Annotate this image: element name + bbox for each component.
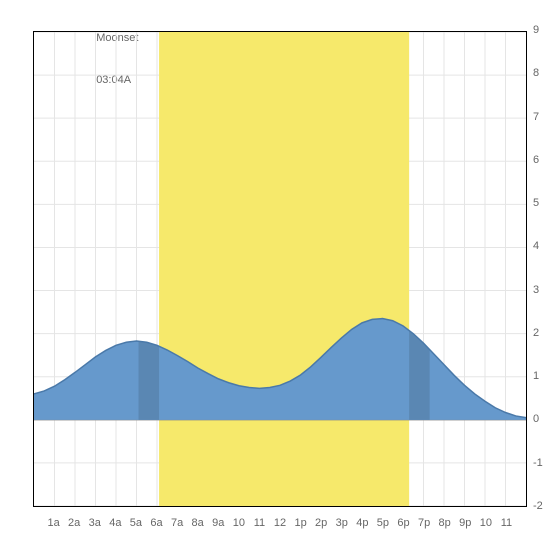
x-tick-label: 10 — [480, 517, 492, 529]
x-tick-label: 4a — [109, 517, 121, 529]
y-tick-label: -1 — [533, 457, 543, 469]
plot-area — [33, 31, 527, 507]
x-tick-label: 2a — [68, 517, 80, 529]
y-tick-label: 6 — [533, 154, 539, 166]
y-tick-label: -2 — [533, 500, 543, 512]
y-tick-label: 2 — [533, 327, 539, 339]
x-tick-label: 2p — [315, 517, 327, 529]
x-tick-label: 9a — [212, 517, 224, 529]
tide-moon-chart: { "chart": { "type": "area", "width_px":… — [0, 0, 550, 550]
chart-svg — [34, 32, 526, 506]
x-tick-label: 8p — [439, 517, 451, 529]
x-tick-label: 11 — [254, 517, 265, 529]
x-tick-label: 3p — [336, 517, 348, 529]
x-tick-label: 7a — [171, 517, 183, 529]
y-tick-label: 1 — [533, 370, 539, 382]
y-tick-label: 9 — [533, 24, 539, 36]
y-tick-label: 0 — [533, 413, 539, 425]
x-tick-label: 5p — [377, 517, 389, 529]
x-tick-label: 1p — [294, 517, 306, 529]
x-tick-label: 9p — [459, 517, 471, 529]
y-tick-label: 5 — [533, 197, 539, 209]
x-tick-label: 10 — [233, 517, 245, 529]
x-tick-label: 1a — [47, 517, 59, 529]
x-tick-label: 5a — [130, 517, 142, 529]
x-tick-label: 4p — [356, 517, 368, 529]
y-tick-label: 4 — [533, 240, 539, 252]
y-tick-label: 8 — [533, 67, 539, 79]
y-tick-label: 7 — [533, 111, 539, 123]
x-tick-label: 6a — [150, 517, 162, 529]
x-tick-label: 6p — [397, 517, 409, 529]
x-tick-label: 7p — [418, 517, 430, 529]
x-tick-label: 3a — [89, 517, 101, 529]
y-tick-label: 3 — [533, 284, 539, 296]
x-tick-label: 8a — [192, 517, 204, 529]
x-tick-label: 12 — [274, 517, 286, 529]
x-tick-label: 11 — [501, 517, 512, 529]
